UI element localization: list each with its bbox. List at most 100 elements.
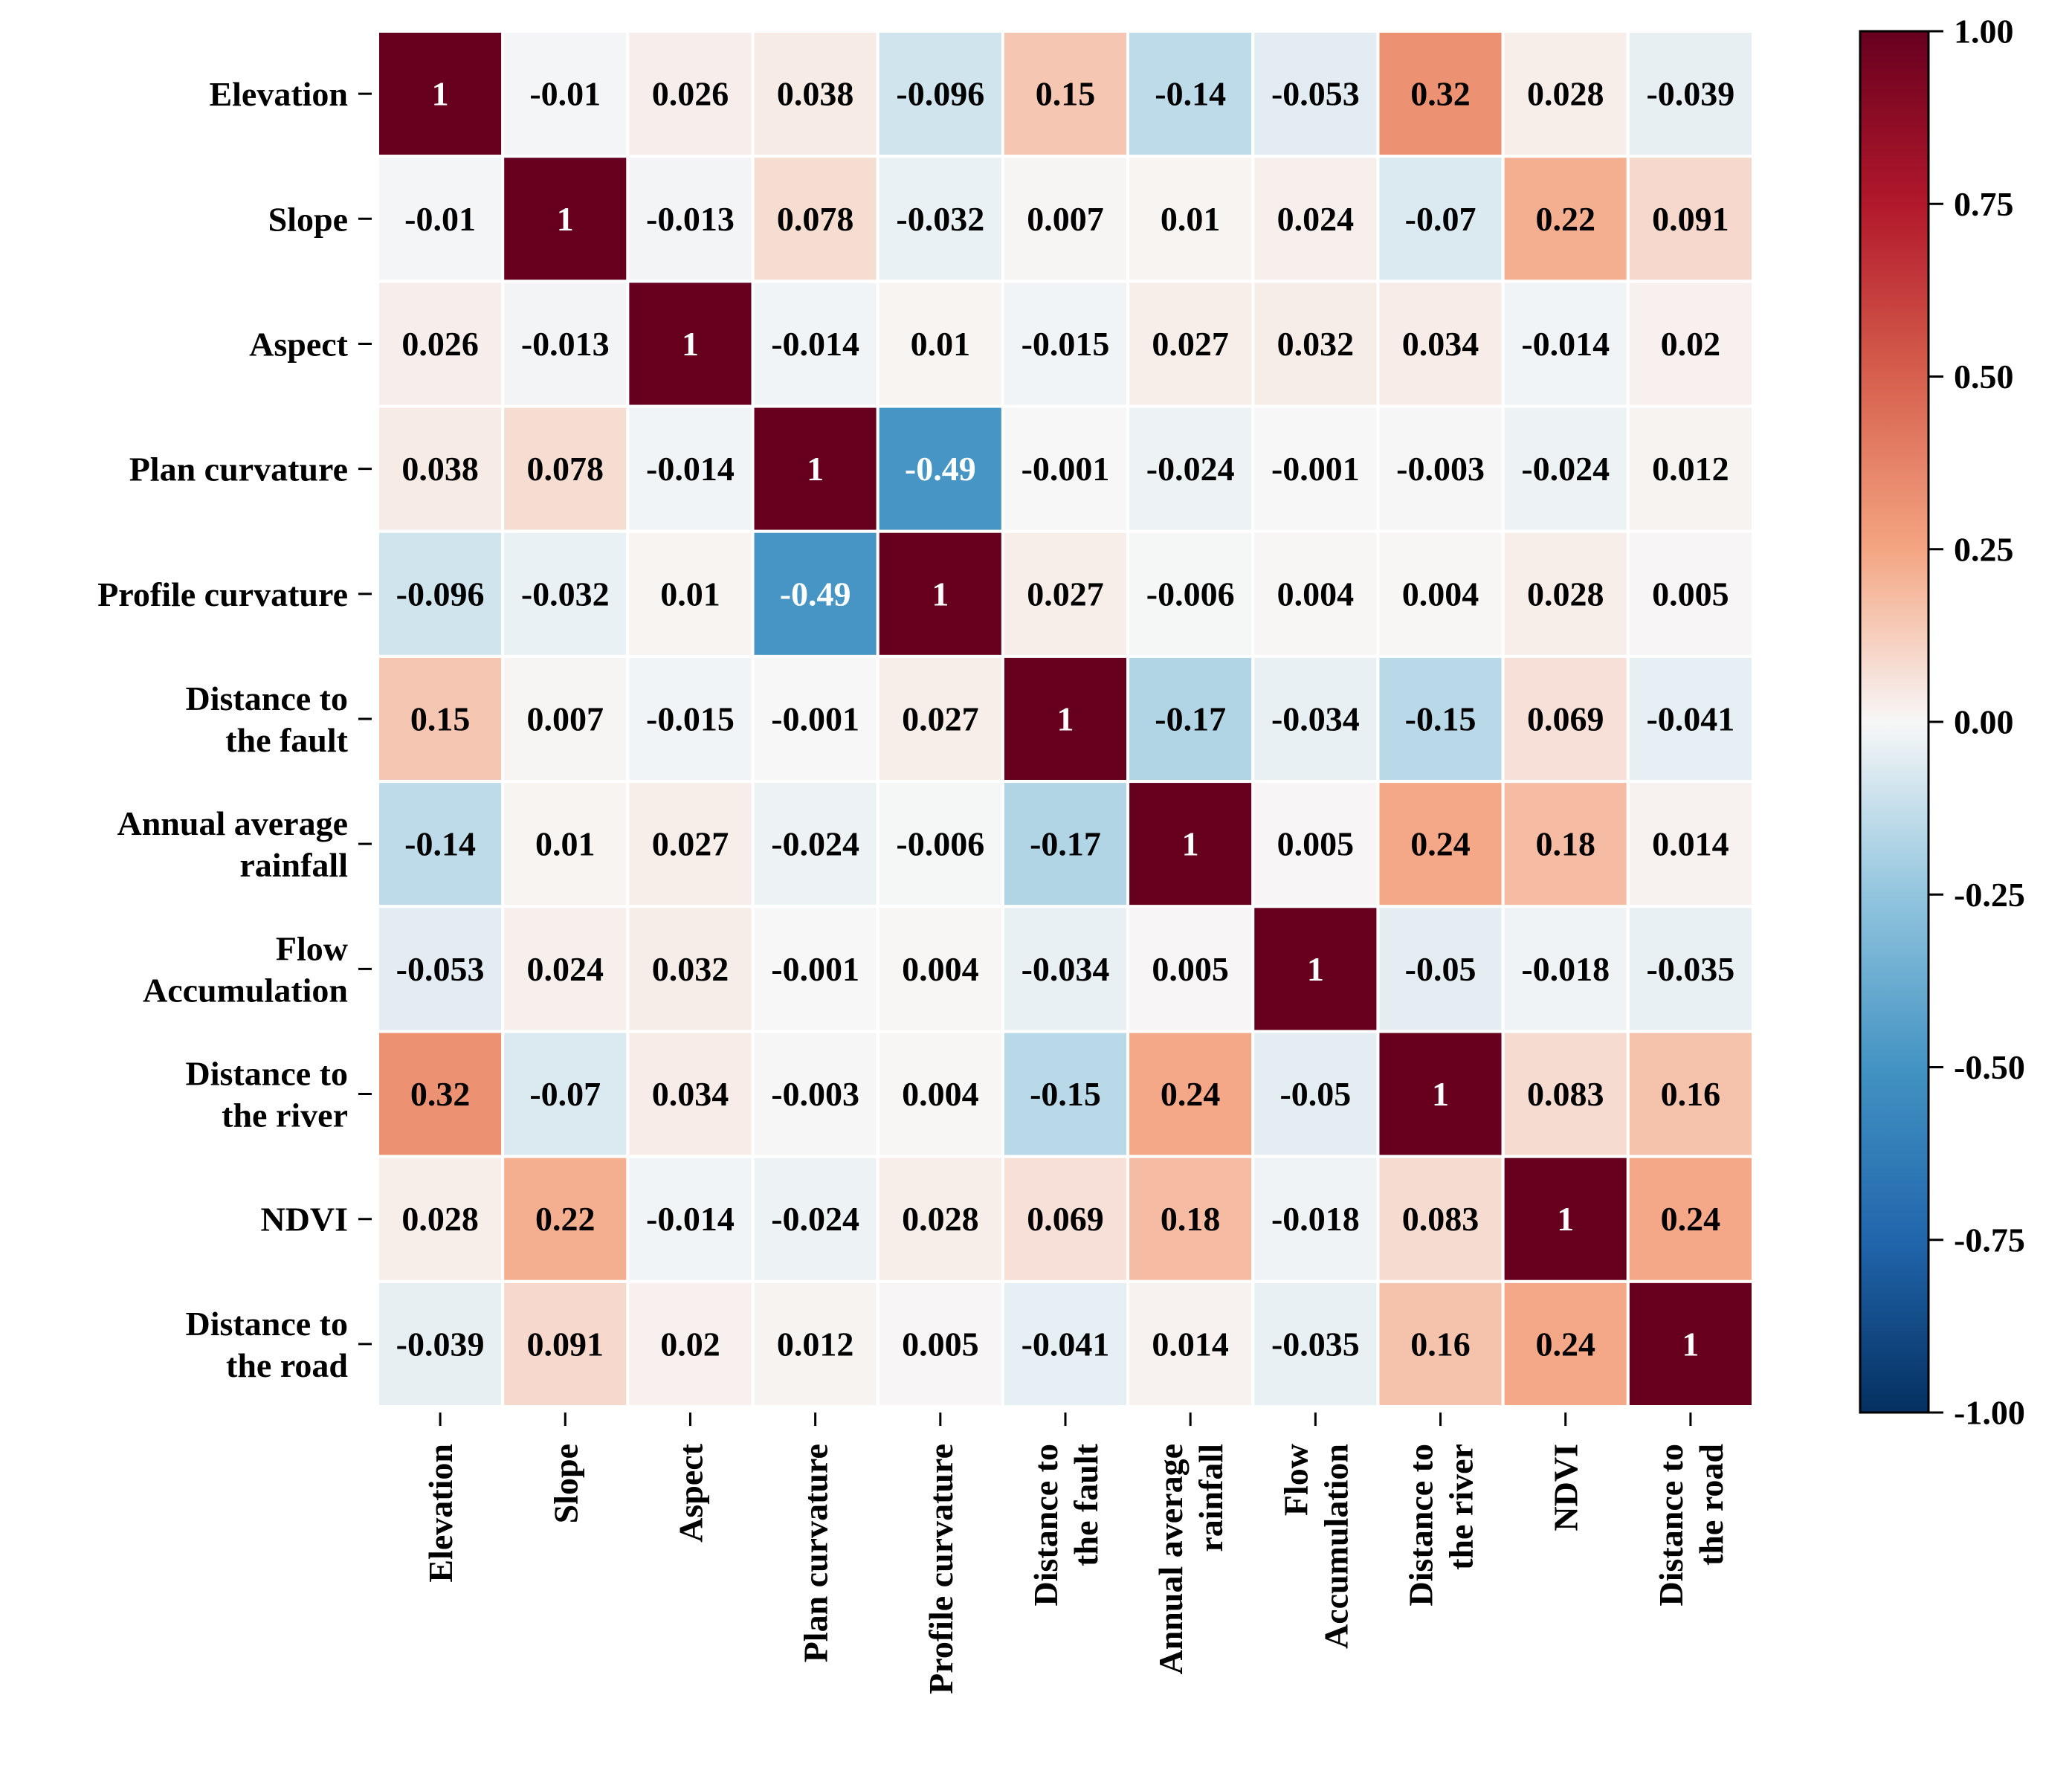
cell-value-label: 0.22 xyxy=(535,1200,596,1238)
heatmap-cell xyxy=(1501,654,1630,784)
heatmap-cell xyxy=(1126,280,1255,408)
y-tick-label: NDVI xyxy=(260,1201,348,1239)
cell-value-label: 0.005 xyxy=(1277,825,1355,863)
cell-value-label: 0.16 xyxy=(1661,1075,1721,1113)
cell-value-label: 0.028 xyxy=(902,1200,979,1238)
y-tick-label: Distance to xyxy=(186,1055,348,1093)
x-tick-label: Distance to xyxy=(1652,1444,1690,1606)
cell-value-label: 0.15 xyxy=(410,700,471,738)
cell-value-label: 0.22 xyxy=(1535,200,1595,238)
x-tick-label: Annual average xyxy=(1152,1444,1190,1675)
cell-value-label: -0.014 xyxy=(1521,325,1610,363)
colorbar-tick-label: -0.75 xyxy=(1954,1221,2025,1259)
heatmap-cell xyxy=(876,1279,1004,1409)
cell-value-label: 0.24 xyxy=(1535,1325,1595,1363)
cell-value-label: 1 xyxy=(807,450,824,488)
cell-value-label: -0.14 xyxy=(404,825,476,863)
heatmap-cell xyxy=(1626,905,1755,1033)
cell-value-label: 0.24 xyxy=(1661,1200,1721,1238)
cell-value-label: -0.013 xyxy=(521,325,610,363)
x-tick-label: Accumulation xyxy=(1317,1444,1355,1649)
cell-value-label: 1 xyxy=(932,575,949,613)
colorbar-tick-label: -0.50 xyxy=(1954,1048,2025,1086)
cell-value-label: 0.18 xyxy=(1535,825,1595,863)
cell-value-label: -0.49 xyxy=(780,575,851,613)
heatmap-cell xyxy=(501,905,630,1033)
heatmap-cell xyxy=(876,529,1004,658)
cell-value-label: 0.032 xyxy=(652,950,729,988)
heatmap-cell xyxy=(1626,404,1755,533)
x-tick-label: NDVI xyxy=(1547,1444,1585,1531)
heatmap-cell xyxy=(1376,30,1505,158)
cell-value-label: 0.004 xyxy=(902,1075,979,1113)
heatmap-cell xyxy=(1251,155,1380,283)
cell-value-label: 0.026 xyxy=(652,75,729,113)
cell-value-label: 0.027 xyxy=(1152,325,1229,363)
cell-value-label: 1 xyxy=(1682,1325,1699,1363)
heatmap-cell xyxy=(376,280,505,408)
cell-value-label: 0.083 xyxy=(1527,1075,1604,1113)
cell-value-label: -0.003 xyxy=(1396,450,1485,488)
y-tick-label: Distance to xyxy=(186,679,348,717)
heatmap-cell xyxy=(501,1279,630,1409)
cell-value-label: 0.012 xyxy=(1652,450,1729,488)
heatmap-cell xyxy=(1251,30,1380,158)
heatmap-cell xyxy=(1626,780,1755,908)
heatmap-cell xyxy=(1251,280,1380,408)
cell-value-label: 0.007 xyxy=(527,700,604,738)
heatmap-cell xyxy=(1001,780,1130,908)
cell-value-label: 0.026 xyxy=(401,325,479,363)
cell-value-label: 0.01 xyxy=(660,575,720,613)
cell-value-label: 0.091 xyxy=(1652,200,1729,238)
cell-value-label: -0.024 xyxy=(1146,450,1235,488)
y-tick-label: rainfall xyxy=(239,846,348,884)
cell-value-label: -0.053 xyxy=(1271,75,1360,113)
heatmap-cell xyxy=(376,1030,505,1158)
cell-value-label: 0.24 xyxy=(1161,1075,1221,1113)
cell-value-label: -0.035 xyxy=(1646,950,1734,988)
heatmap-cell xyxy=(501,1030,630,1158)
heatmap-cell xyxy=(1626,155,1755,283)
heatmap-cell xyxy=(1501,30,1630,158)
cell-value-label: 0.028 xyxy=(1527,575,1604,613)
heatmap-cell xyxy=(626,905,755,1033)
heatmap-cell xyxy=(376,905,505,1033)
y-tick-label: Accumulation xyxy=(143,971,348,1009)
x-tick-label: Slope xyxy=(546,1444,584,1523)
x-tick-label: Profile curvature xyxy=(922,1444,960,1694)
cell-value-label: -0.096 xyxy=(396,575,485,613)
cell-value-label: -0.001 xyxy=(1022,450,1110,488)
heatmap-cell xyxy=(1251,1155,1380,1283)
cell-value-label: -0.034 xyxy=(1271,700,1360,738)
cell-value-label: 0.027 xyxy=(652,825,729,863)
heatmap-cell xyxy=(501,280,630,408)
heatmap-cell xyxy=(501,155,630,283)
cell-value-label: -0.096 xyxy=(896,75,984,113)
cell-value-label: -0.05 xyxy=(1279,1075,1351,1113)
heatmap-cell xyxy=(751,905,880,1033)
heatmap-cell xyxy=(1126,529,1255,658)
cell-value-label: 0.01 xyxy=(1161,200,1221,238)
cell-value-label: 0.024 xyxy=(1277,200,1355,238)
heatmap-cell xyxy=(626,529,755,658)
cell-value-label: -0.01 xyxy=(404,200,476,238)
cell-value-label: -0.053 xyxy=(396,950,485,988)
colorbar: 1.00 0.75 0.50 0.25 0.00 -0.25 -0.50 -0.75 -1.00 xyxy=(1859,13,2025,1432)
cell-value-label: 1 xyxy=(1557,1200,1574,1238)
heatmap-cell xyxy=(1501,1279,1630,1409)
cell-value-label: 0.027 xyxy=(902,700,979,738)
cell-value-label: -0.14 xyxy=(1155,75,1226,113)
cell-value-label: -0.001 xyxy=(771,950,859,988)
heatmap-cell xyxy=(1251,905,1380,1033)
cell-value-label: -0.15 xyxy=(1030,1075,1101,1113)
cell-value-label: -0.014 xyxy=(646,450,735,488)
cell-value-label: 1 xyxy=(1057,700,1074,738)
y-tick-label: the road xyxy=(226,1346,348,1384)
colorbar-tick-label: 0.75 xyxy=(1954,185,2014,223)
cell-value-label: -0.032 xyxy=(896,200,984,238)
cell-value-label: 0.038 xyxy=(777,75,854,113)
cell-value-label: 1 xyxy=(1182,825,1199,863)
heatmap-cell xyxy=(501,1155,630,1283)
cell-value-label: 0.32 xyxy=(410,1075,471,1113)
cell-value-label: -0.024 xyxy=(771,825,859,863)
